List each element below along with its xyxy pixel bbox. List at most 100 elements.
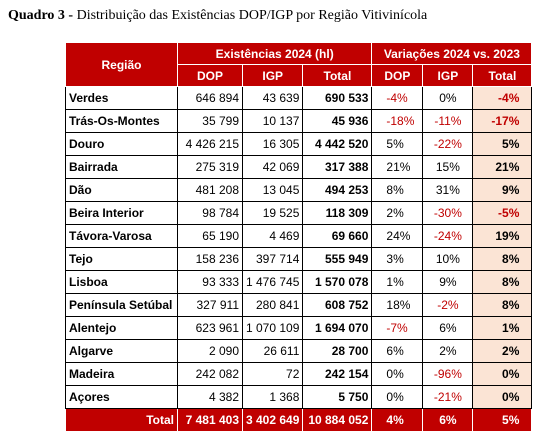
cell: 690 533 xyxy=(302,86,373,110)
cell: 19% xyxy=(472,224,533,248)
cell: 646 894 xyxy=(177,86,243,110)
header-cell: Variações 2024 vs. 2023 xyxy=(371,42,533,65)
cell: 24% xyxy=(371,224,424,248)
cell: 1 070 109 xyxy=(241,316,304,340)
table-body: Verdes 646 894 43 639 690 533 -4% 0% -4% Trás-O… xyxy=(65,86,533,432)
header-cell: IGP xyxy=(422,64,474,87)
header-row: Região Existências 2024 (hl) Variações 2… xyxy=(65,42,533,87)
cell: Bairrada xyxy=(65,155,178,179)
data-row: Madeira 242 082 72 242 154 0% -96% 0% xyxy=(65,362,533,386)
cell: 2 090 xyxy=(177,339,243,363)
cell: 28 700 xyxy=(302,339,373,363)
data-row: Tejo 158 236 397 714 555 949 3% 10% 8% xyxy=(65,247,533,271)
cell: 242 154 xyxy=(302,362,373,386)
cell: 10 884 052 xyxy=(302,408,373,432)
cell: 1 694 070 xyxy=(302,316,373,340)
cell: 9% xyxy=(422,270,474,294)
cell: Dão xyxy=(65,178,178,202)
cell: 317 388 xyxy=(302,155,373,179)
cell: 481 208 xyxy=(177,178,243,202)
cell: 13 045 xyxy=(241,178,304,202)
cell: 1% xyxy=(371,270,424,294)
title-text: Distribuição das Existências DOP/IGP por… xyxy=(76,8,428,23)
cell: 10 137 xyxy=(241,109,304,133)
data-row: Bairrada 275 319 42 069 317 388 21% 15% 21% xyxy=(65,155,533,179)
cell: Alentejo xyxy=(65,316,178,340)
header-cell: DOP xyxy=(371,64,424,87)
title-label: Quadro 3 - xyxy=(8,8,74,23)
cell: 9% xyxy=(472,178,533,202)
data-row: Açores 4 382 1 368 5 750 0% -21% 0% xyxy=(65,385,533,409)
cell: Beira Interior xyxy=(65,201,178,225)
header-cell: Total xyxy=(302,64,373,87)
title: Quadro 3 - Distribuição das Existências … xyxy=(8,8,427,24)
cell: 118 309 xyxy=(302,201,373,225)
cell: 10% xyxy=(422,247,474,271)
cell: -2% xyxy=(422,293,474,317)
cell: 42 069 xyxy=(241,155,304,179)
cell: 93 333 xyxy=(177,270,243,294)
cell: 494 253 xyxy=(302,178,373,202)
cell: 45 936 xyxy=(302,109,373,133)
cell: 623 961 xyxy=(177,316,243,340)
cell: 3 402 649 xyxy=(241,408,304,432)
data-row: Lisboa 93 333 1 476 745 1 570 078 1% 9% 8% xyxy=(65,270,533,294)
cell: -30% xyxy=(422,201,474,225)
cell: 8% xyxy=(472,247,533,271)
cell: 69 660 xyxy=(302,224,373,248)
cell: 1 368 xyxy=(241,385,304,409)
cell: Douro xyxy=(65,132,178,156)
header-cell: DOP xyxy=(177,64,243,87)
cell: -18% xyxy=(371,109,424,133)
header-cell: IGP xyxy=(241,64,304,87)
cell: 98 784 xyxy=(177,201,243,225)
cell: 5% xyxy=(472,408,533,432)
cell: -22% xyxy=(422,132,474,156)
cell: 15% xyxy=(422,155,474,179)
cell: -24% xyxy=(422,224,474,248)
cell: Península Setúbal xyxy=(65,293,178,317)
cell: 6% xyxy=(371,339,424,363)
cell: -11% xyxy=(422,109,474,133)
cell: 8% xyxy=(371,178,424,202)
cell: 2% xyxy=(371,201,424,225)
cell: 4 382 xyxy=(177,385,243,409)
data-row: Douro 4 426 215 16 305 4 442 520 5% -22% 5% xyxy=(65,132,533,156)
total-row: Total 7 481 403 3 402 649 10 884 052 4% 6% 5% xyxy=(65,408,533,432)
cell: 397 714 xyxy=(241,247,304,271)
cell: 0% xyxy=(371,362,424,386)
cell: 4% xyxy=(371,408,424,432)
cell: 4 469 xyxy=(241,224,304,248)
cell: 19 525 xyxy=(241,201,304,225)
cell: 6% xyxy=(422,408,474,432)
cell: 6% xyxy=(422,316,474,340)
cell: 1 570 078 xyxy=(302,270,373,294)
cell: Trás-Os-Montes xyxy=(65,109,178,133)
cell: Total xyxy=(65,408,178,432)
cell: 21% xyxy=(472,155,533,179)
cell: Açores xyxy=(65,385,178,409)
data-row: Távora-Varosa 65 190 4 469 69 660 24% -24% 19% xyxy=(65,224,533,248)
data-row: Alentejo 623 961 1 070 109 1 694 070 -7% 6% 1% xyxy=(65,316,533,340)
cell: 3% xyxy=(371,247,424,271)
cell: 31% xyxy=(422,178,474,202)
cell: 2% xyxy=(422,339,474,363)
header-row: DOP IGP Total DOP IGP Total xyxy=(66,64,533,87)
cell: 35 799 xyxy=(177,109,243,133)
cell: 16 305 xyxy=(241,132,304,156)
data-row: Trás-Os-Montes 35 799 10 137 45 936 -18% -11%… xyxy=(65,109,533,133)
cell: 8% xyxy=(472,270,533,294)
cell: 280 841 xyxy=(241,293,304,317)
cell: 26 611 xyxy=(241,339,304,363)
cell: -17% xyxy=(472,109,533,133)
cell: 8% xyxy=(472,293,533,317)
cell: Algarve xyxy=(65,339,178,363)
data-row: Dão 481 208 13 045 494 253 8% 31% 9% xyxy=(65,178,533,202)
cell: 327 911 xyxy=(177,293,243,317)
cell: 0% xyxy=(472,362,533,386)
cell: 0% xyxy=(371,385,424,409)
cell: -7% xyxy=(371,316,424,340)
table-head: Região Existências 2024 (hl) Variações 2… xyxy=(65,42,533,87)
cell: 5% xyxy=(472,132,533,156)
